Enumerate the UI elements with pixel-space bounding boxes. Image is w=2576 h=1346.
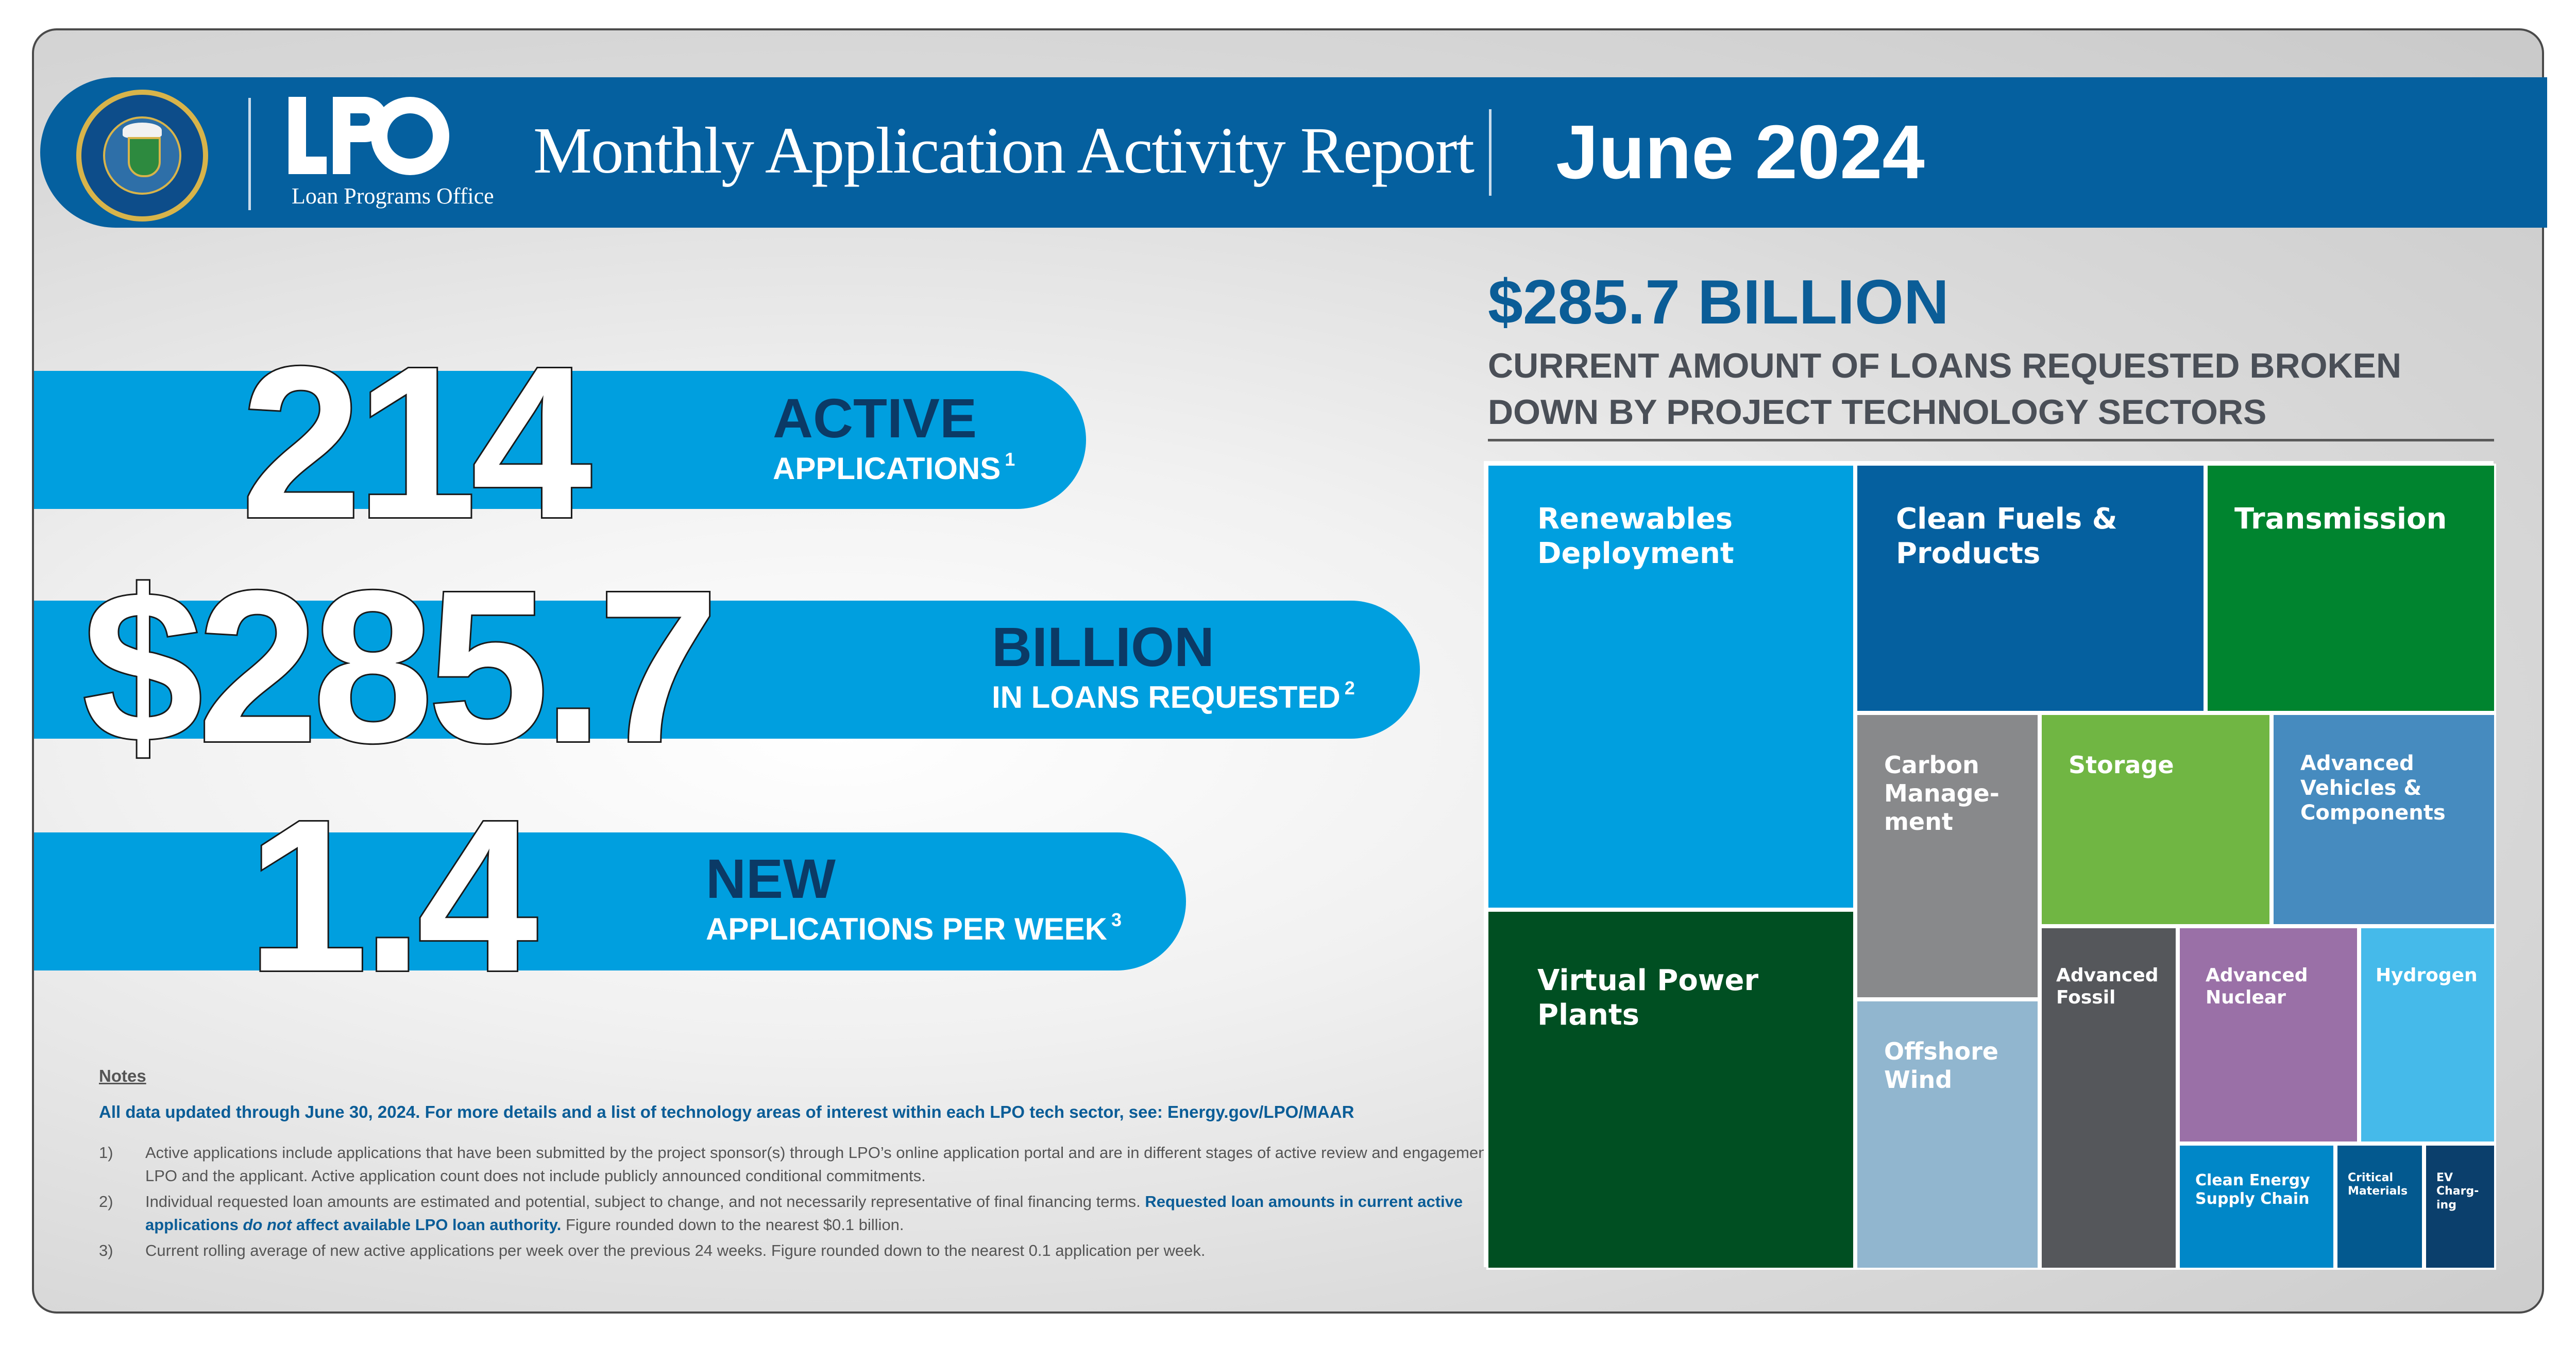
sector-label: Clean Fuels & Products xyxy=(1896,502,2117,571)
report-date: June 2024 xyxy=(1556,110,1925,195)
breakdown-rule xyxy=(1488,439,2494,441)
stat-value-active: 214 xyxy=(240,322,594,564)
doe-seal-icon xyxy=(76,90,208,222)
sector-cell-ev: EV Charg-ing xyxy=(2424,1144,2496,1270)
sector-cell-storage: Storage xyxy=(2040,713,2272,926)
footnote-ref: 1 xyxy=(1005,449,1015,470)
stat-pill-billion xyxy=(34,601,1420,739)
sector-label: Offshore Wind xyxy=(1884,1037,1998,1094)
footnote-ref: 2 xyxy=(1344,677,1355,698)
stat-pill-active xyxy=(34,371,1086,509)
sector-cell-critical: Critical Materials xyxy=(2335,1144,2424,1270)
sector-label: Transmission xyxy=(2234,502,2447,536)
sector-cell-carbon: Carbon Manage-ment xyxy=(1855,713,2040,999)
notes-title: Notes xyxy=(99,1066,146,1085)
sector-cell-fossil: Advanced Fossil xyxy=(2040,926,2178,1270)
lpo-subtitle: Loan Programs Office xyxy=(292,183,494,209)
sector-cell-supply: Clean Energy Supply Chain xyxy=(2178,1144,2335,1270)
breakdown-subtitle: CURRENT AMOUNT OF LOANS REQUESTED BROKEN… xyxy=(1488,346,2402,432)
header-divider xyxy=(248,98,251,210)
sector-label: Advanced Nuclear xyxy=(2206,965,2308,1009)
stat-label-billion: BILLION xyxy=(992,616,1214,678)
notes-lead: All data updated through June 30, 2024. … xyxy=(99,1102,1354,1121)
sector-cell-vehicles: Advanced Vehicles & Components xyxy=(2272,713,2496,926)
lpo-logo xyxy=(289,97,449,175)
sector-label: Clean Energy Supply Chain xyxy=(2195,1171,2310,1208)
stat-value-billion: $285.7 xyxy=(81,546,720,788)
stat-sub-new: APPLICATIONS PER WEEK 3 xyxy=(706,909,1122,946)
stat-sub-billion: IN LOANS REQUESTED 2 xyxy=(992,677,1355,714)
stat-value-new: 1.4 xyxy=(246,775,539,1017)
breakdown-headline: $285.7 BILLION xyxy=(1488,267,1949,337)
stat-sub-active: APPLICATIONS 1 xyxy=(773,449,1015,486)
sector-label: Hydrogen xyxy=(2376,965,2478,986)
note-item: 2) Individual requested loan amounts are… xyxy=(99,1192,1463,1234)
sector-label: EV Charg-ing xyxy=(2436,1171,2479,1212)
sector-cell-hydrogen: Hydrogen xyxy=(2359,926,2496,1144)
sector-label: Carbon Manage-ment xyxy=(1884,751,1999,836)
header-band xyxy=(40,77,2547,228)
sector-cell-transmission: Transmission xyxy=(2206,464,2496,713)
sector-cell-virtual: Virtual Power Plants xyxy=(1486,910,1855,1270)
sector-cell-offshore: Offshore Wind xyxy=(1855,999,2040,1270)
sector-treemap: Renewables Deployment Virtual Power Plant… xyxy=(1484,461,2496,1270)
footnote-ref: 3 xyxy=(1111,909,1122,930)
sector-label: Critical Materials xyxy=(2348,1171,2408,1198)
sector-cell-nuclear: Advanced Nuclear xyxy=(2178,926,2359,1144)
sector-cell-fuels: Clean Fuels & Products xyxy=(1855,464,2206,713)
note-item: 1) Active applications include applicati… xyxy=(99,1144,1513,1185)
sector-cell-renewables: Renewables Deployment xyxy=(1486,464,1855,910)
stat-label-new: NEW xyxy=(706,847,836,910)
stat-label-active: ACTIVE xyxy=(773,387,977,449)
sector-label: Renewables Deployment xyxy=(1537,502,1734,571)
note-item: 3) Current rolling average of new active… xyxy=(99,1241,1206,1259)
report-title: Monthly Application Activity Report xyxy=(533,114,1475,187)
title-divider xyxy=(1489,109,1492,196)
stat-pill-new xyxy=(34,832,1186,970)
sector-label: Advanced Vehicles & Components xyxy=(2300,752,2446,825)
sector-label: Storage xyxy=(2069,751,2174,779)
sector-label: Advanced Fossil xyxy=(2056,965,2159,1009)
sector-label: Virtual Power Plants xyxy=(1537,964,1759,1032)
